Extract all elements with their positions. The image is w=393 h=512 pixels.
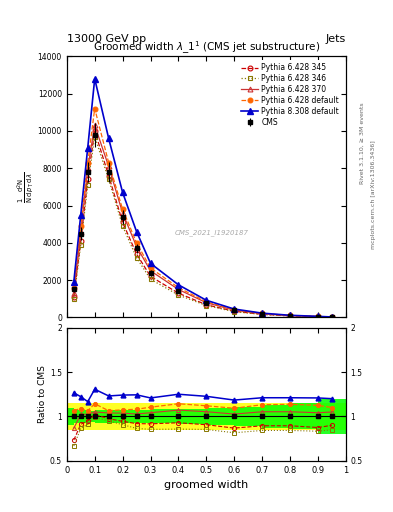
Title: Groomed width $\lambda\_1^1$ (CMS jet substructure): Groomed width $\lambda\_1^1$ (CMS jet su… <box>93 40 320 56</box>
Pythia 6.428 default <box>79 223 83 229</box>
Pythia 6.428 345 <box>232 308 237 314</box>
Pythia 8.308 default <box>316 313 320 319</box>
Pythia 6.428 370 <box>176 286 181 292</box>
Text: CMS_2021_I1920187: CMS_2021_I1920187 <box>175 229 249 236</box>
Pythia 6.428 370 <box>329 314 334 320</box>
Pythia 6.428 370 <box>92 122 97 129</box>
Pythia 6.428 default <box>260 310 264 316</box>
Pythia 8.308 default <box>106 135 111 141</box>
Pythia 6.428 346 <box>232 309 237 315</box>
Pythia 6.428 345 <box>148 273 153 280</box>
Pythia 6.428 346 <box>329 314 334 320</box>
Pythia 6.428 370 <box>260 311 264 317</box>
Pythia 8.308 default <box>204 297 209 303</box>
Pythia 8.308 default <box>134 228 139 234</box>
Pythia 6.428 370 <box>134 244 139 250</box>
Pythia 6.428 default <box>232 307 237 313</box>
Pythia 6.428 346 <box>316 314 320 320</box>
Pythia 6.428 default <box>288 312 292 318</box>
Pythia 6.428 345 <box>72 294 76 300</box>
Pythia 6.428 346 <box>260 311 264 317</box>
Pythia 6.428 370 <box>316 313 320 319</box>
Pythia 6.428 346 <box>79 242 83 248</box>
Pythia 6.428 370 <box>106 163 111 169</box>
Pythia 6.428 default <box>204 298 209 305</box>
X-axis label: groomed width: groomed width <box>164 480 248 490</box>
Text: mcplots.cern.ch [arXiv:1306.3436]: mcplots.cern.ch [arXiv:1306.3436] <box>371 140 376 249</box>
Pythia 8.308 default <box>148 260 153 266</box>
Pythia 8.308 default <box>329 314 334 320</box>
Pythia 6.428 default <box>148 265 153 271</box>
Pythia 6.428 default <box>329 314 334 320</box>
Text: Jets: Jets <box>325 33 346 44</box>
Pythia 6.428 346 <box>72 296 76 302</box>
Pythia 6.428 370 <box>79 228 83 234</box>
Pythia 6.428 default <box>72 285 76 291</box>
Pythia 6.428 345 <box>79 238 83 244</box>
Pythia 6.428 346 <box>120 223 125 229</box>
Text: Rivet 3.1.10, ≥ 3M events: Rivet 3.1.10, ≥ 3M events <box>360 102 365 184</box>
Pythia 6.428 370 <box>232 307 237 313</box>
Pythia 6.428 346 <box>204 303 209 309</box>
Y-axis label: Ratio to CMS: Ratio to CMS <box>38 365 47 423</box>
Pythia 6.428 default <box>134 240 139 246</box>
Pythia 8.308 default <box>79 212 83 218</box>
Pythia 6.428 345 <box>260 311 264 317</box>
Pythia 6.428 346 <box>176 292 181 298</box>
Pythia 6.428 370 <box>120 210 125 216</box>
Line: Pythia 8.308 default: Pythia 8.308 default <box>71 76 335 320</box>
Pythia 6.428 346 <box>92 134 97 140</box>
Pythia 6.428 345 <box>85 176 90 182</box>
Pythia 6.428 370 <box>204 300 209 306</box>
Pythia 6.428 345 <box>316 313 320 319</box>
Pythia 6.428 345 <box>329 314 334 320</box>
Pythia 6.428 370 <box>85 165 90 172</box>
Pythia 6.428 345 <box>288 313 292 319</box>
Pythia 6.428 370 <box>148 268 153 274</box>
Pythia 8.308 default <box>120 189 125 196</box>
Pythia 8.308 default <box>176 282 181 288</box>
Legend: Pythia 6.428 345, Pythia 6.428 346, Pythia 6.428 370, Pythia 6.428 default, Pyth: Pythia 6.428 345, Pythia 6.428 346, Pyth… <box>238 60 342 130</box>
Pythia 6.428 370 <box>288 312 292 318</box>
Pythia 6.428 346 <box>85 182 90 188</box>
Pythia 6.428 default <box>106 160 111 166</box>
Pythia 6.428 345 <box>176 290 181 296</box>
Pythia 8.308 default <box>92 76 97 82</box>
Pythia 6.428 default <box>120 206 125 212</box>
Pythia 6.428 345 <box>92 128 97 134</box>
Pythia 6.428 default <box>176 285 181 291</box>
Pythia 6.428 345 <box>134 251 139 257</box>
Pythia 8.308 default <box>288 312 292 318</box>
Line: Pythia 6.428 346: Pythia 6.428 346 <box>72 134 334 319</box>
Pythia 8.308 default <box>72 279 76 285</box>
Pythia 6.428 default <box>316 313 320 319</box>
Line: Pythia 6.428 370: Pythia 6.428 370 <box>72 123 334 319</box>
Pythia 6.428 345 <box>204 302 209 308</box>
Pythia 6.428 345 <box>106 173 111 179</box>
Pythia 8.308 default <box>232 306 237 312</box>
Pythia 8.308 default <box>260 310 264 316</box>
Y-axis label: $\frac{1}{\mathregular{N}}\frac{\mathregular{d}^2\mathregular{N}}{\mathregular{d: $\frac{1}{\mathregular{N}}\frac{\mathreg… <box>16 171 36 203</box>
Pythia 6.428 346 <box>148 276 153 282</box>
Line: Pythia 6.428 default: Pythia 6.428 default <box>72 106 334 319</box>
Pythia 6.428 346 <box>106 176 111 182</box>
Text: 13000 GeV pp: 13000 GeV pp <box>67 33 146 44</box>
Pythia 6.428 346 <box>134 254 139 261</box>
Pythia 6.428 345 <box>120 219 125 225</box>
Pythia 6.428 346 <box>288 313 292 319</box>
Pythia 6.428 370 <box>72 290 76 296</box>
Pythia 6.428 default <box>92 105 97 112</box>
Pythia 6.428 default <box>85 160 90 166</box>
Pythia 8.308 default <box>85 144 90 151</box>
Line: Pythia 6.428 345: Pythia 6.428 345 <box>72 129 334 319</box>
